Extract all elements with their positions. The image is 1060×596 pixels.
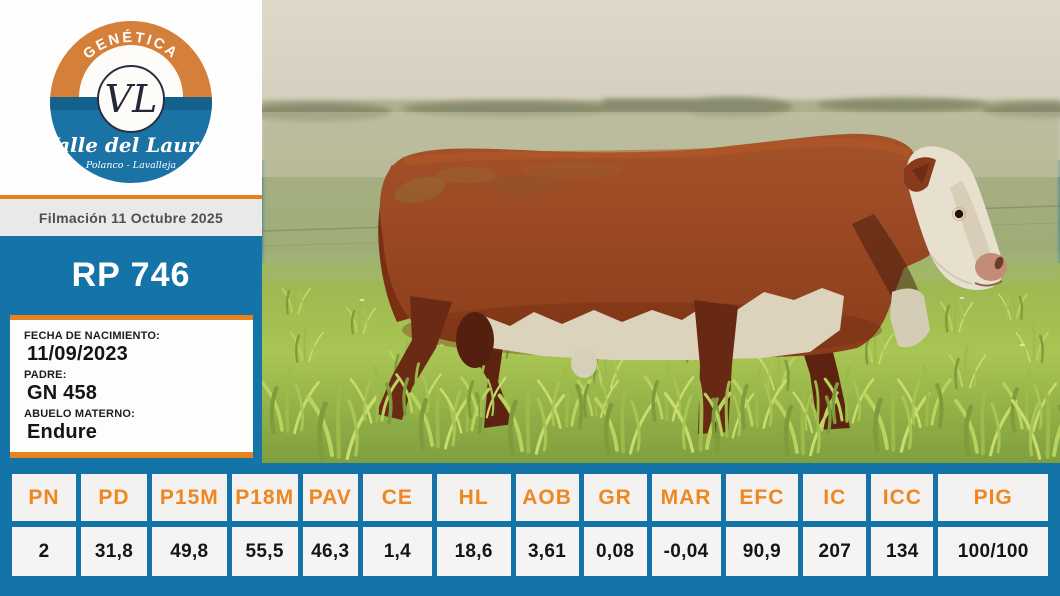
epd-header-aob: AOB bbox=[515, 474, 579, 521]
bull-face-shading bbox=[950, 180, 992, 268]
bull-photo bbox=[262, 0, 1060, 463]
epd-value-ce: 1,4 bbox=[362, 527, 432, 576]
bull-dewlap bbox=[890, 288, 930, 348]
logo-location: Polanco - Lavalleja bbox=[85, 160, 176, 171]
logo-monogram: VL bbox=[105, 77, 158, 121]
maternal-grandsire-value: Endure bbox=[27, 421, 98, 443]
epd-header-icc: ICC bbox=[871, 474, 934, 521]
epd-value-efc: 90,9 bbox=[725, 527, 799, 576]
pedigree-card: FECHA DE NACIMIENTO: 11/09/2023 PADRE: G… bbox=[10, 315, 253, 458]
sire-label: PADRE: bbox=[24, 369, 67, 381]
bull-back-highlight bbox=[402, 138, 910, 166]
bull-neck-shadow bbox=[852, 214, 918, 306]
epd-value-pd: 31,8 bbox=[81, 527, 147, 576]
filming-date-label: Filmación 11 Octubre 2025 bbox=[38, 209, 224, 226]
bull-white-underline bbox=[462, 288, 844, 360]
epd-value-gr: 0,08 bbox=[583, 527, 647, 576]
epd-header-mar: MAR bbox=[651, 474, 721, 521]
bull-near-hind-leg bbox=[376, 296, 452, 420]
epd-header-gr: GR bbox=[583, 474, 647, 521]
bull-hide-stains bbox=[394, 162, 622, 204]
bull-sheath bbox=[571, 348, 597, 378]
epd-value-p15m: 49,8 bbox=[151, 527, 227, 576]
epd-header-p18m: P18M bbox=[231, 474, 298, 521]
bull-ear-inner bbox=[912, 163, 930, 184]
epd-header-pn: PN bbox=[12, 474, 77, 521]
birth-date-label: FECHA DE NACIMIENTO: bbox=[24, 330, 160, 342]
epd-header-pd: PD bbox=[81, 474, 147, 521]
bull-jaw-line bbox=[929, 253, 973, 285]
logo-brand-name: Valle del Laurel bbox=[43, 133, 219, 157]
brand-logo: GENÉTICA VL Valle del Laurel Polanco - L… bbox=[0, 0, 262, 195]
epd-value-p18m: 55,5 bbox=[231, 527, 298, 576]
birth-date-value: 11/09/2023 bbox=[27, 343, 128, 365]
bull-eye bbox=[954, 209, 964, 219]
epd-value-mar: -0,04 bbox=[651, 527, 721, 576]
distant-tree-line bbox=[262, 97, 1060, 121]
animal-id: RP 746 bbox=[71, 256, 191, 294]
sire-value: GN 458 bbox=[27, 382, 98, 404]
epd-value-aob: 3,61 bbox=[515, 527, 579, 576]
epd-header-p15m: P15M bbox=[151, 474, 227, 521]
epd-header-efc: EFC bbox=[725, 474, 799, 521]
pasture-scene bbox=[262, 0, 1060, 463]
epd-header-pig: PIG bbox=[938, 474, 1048, 521]
epd-value-ic: 207 bbox=[803, 527, 867, 576]
bull-muzzle bbox=[975, 253, 1007, 281]
epd-header-ce: CE bbox=[362, 474, 432, 521]
epd-value-icc: 134 bbox=[871, 527, 934, 576]
epd-value-hl: 18,6 bbox=[436, 527, 511, 576]
bull-mouth-line bbox=[974, 280, 1003, 287]
epd-value-pav: 46,3 bbox=[302, 527, 358, 576]
bull-nostril bbox=[994, 256, 1004, 270]
bull-scrotum bbox=[456, 312, 494, 368]
epd-table: PN PD P15M P18M PAV CE HL AOB GR MAR EFC… bbox=[12, 474, 1048, 576]
filming-date-bar: Filmación 11 Octubre 2025 bbox=[0, 195, 262, 236]
bull-eye-ring bbox=[952, 207, 966, 221]
bull-head bbox=[904, 146, 1007, 290]
hereford-bull bbox=[376, 133, 1007, 434]
epd-value-pig: 100/100 bbox=[938, 527, 1048, 576]
maternal-grandsire-label: ABUELO MATERNO: bbox=[24, 408, 135, 420]
epd-header-hl: HL bbox=[436, 474, 511, 521]
animal-id-bar: RP 746 bbox=[0, 236, 262, 315]
epd-value-pn: 2 bbox=[12, 527, 77, 576]
sidebar: GENÉTICA VL Valle del Laurel Polanco - L… bbox=[0, 0, 262, 596]
epd-header-pav: PAV bbox=[302, 474, 358, 521]
epd-header-ic: IC bbox=[803, 474, 867, 521]
valle-del-laurel-logo-icon: GENÉTICA VL Valle del Laurel Polanco - L… bbox=[43, 21, 219, 183]
